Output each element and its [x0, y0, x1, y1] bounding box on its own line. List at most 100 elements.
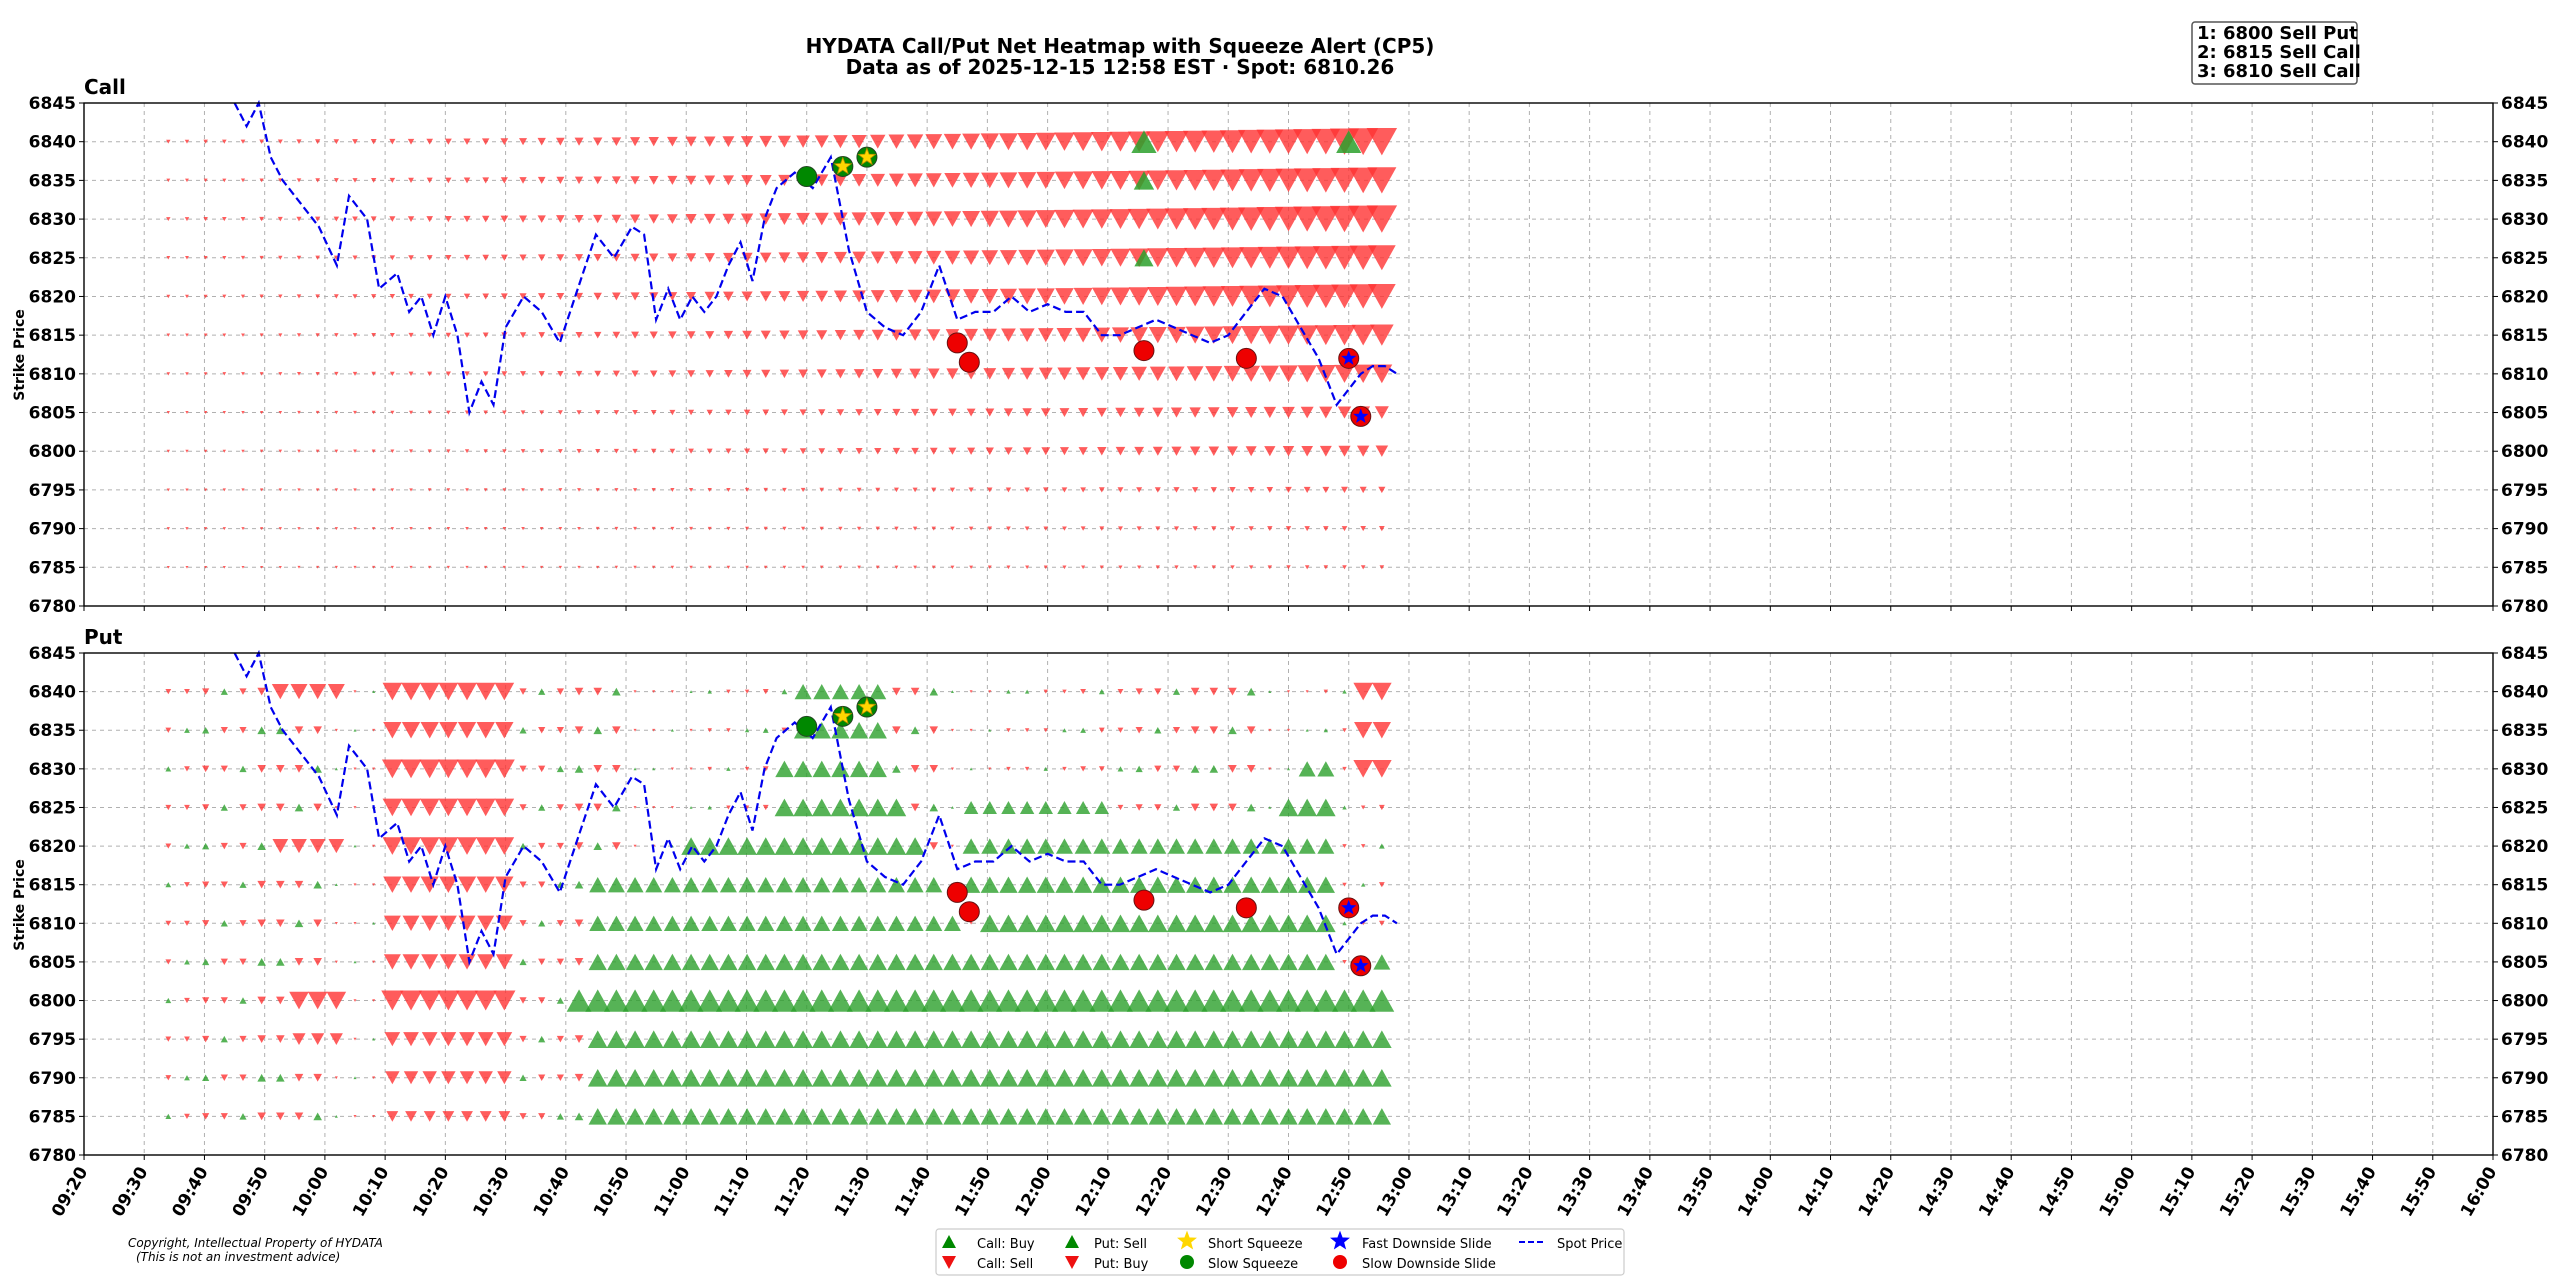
put-sell-triangle — [1019, 800, 1035, 814]
put-sell-triangle — [1055, 953, 1074, 971]
call-sell-triangle — [278, 333, 283, 337]
call-sell-triangle — [537, 215, 546, 223]
put-sell-triangle — [663, 877, 681, 893]
put-sell-triangle — [689, 690, 693, 693]
put-buy-triangle — [239, 1074, 247, 1082]
put-buy-triangle — [401, 721, 421, 739]
x-tick-label: 10:50 — [590, 1163, 634, 1220]
call-sell-triangle — [408, 371, 414, 377]
call-sell-triangle — [1134, 446, 1145, 456]
call-sell-triangle — [240, 294, 246, 299]
put-sell-triangle — [1297, 1030, 1317, 1048]
call-sell-triangle — [888, 134, 905, 149]
x-tick-label: 11:10 — [710, 1163, 754, 1220]
call-sell-triangle — [352, 139, 358, 145]
call-sell-triangle — [240, 139, 246, 144]
put-sell-triangle — [1017, 914, 1037, 933]
call-sell-triangle — [999, 210, 1018, 228]
put-sell-triangle — [942, 1030, 963, 1048]
put-sell-triangle — [313, 880, 322, 889]
y-tick-label: 6800 — [29, 442, 76, 462]
put-sell-triangle — [1167, 838, 1185, 854]
call-sell-triangle — [796, 135, 810, 148]
call-sell-triangle — [372, 565, 376, 569]
call-sell-triangle — [1020, 367, 1034, 380]
call-sell-triangle — [759, 252, 772, 263]
put-sell-triangle — [1129, 1030, 1149, 1048]
put-buy-triangle — [165, 843, 172, 849]
put-sell-triangle — [775, 915, 793, 931]
call-sell-triangle — [912, 526, 918, 531]
chart-subtitle: Data as of 2025-12-15 12:58 EST · Spot: … — [846, 55, 1395, 79]
call-sell-triangle — [614, 526, 619, 531]
put-buy-triangle — [386, 1111, 399, 1122]
put-buy-triangle — [239, 1035, 247, 1043]
call-sell-triangle — [408, 410, 414, 415]
call-sell-triangle — [833, 212, 848, 226]
call-sell-triangle — [464, 449, 470, 454]
put-buy-triangle — [313, 919, 322, 928]
put-buy-triangle — [477, 915, 495, 931]
put-buy-triangle — [372, 728, 376, 732]
put-buy-triangle — [519, 804, 527, 811]
call-sell-triangle — [911, 408, 920, 417]
put-sell-triangle — [868, 721, 887, 739]
put-sell-triangle — [849, 1030, 869, 1048]
call-sell-triangle — [890, 329, 903, 341]
x-tick-label: 16:00 — [2457, 1163, 2501, 1220]
call-sell-triangle — [613, 448, 619, 454]
call-sell-triangle — [1110, 287, 1131, 306]
call-sell-triangle — [277, 216, 283, 222]
put-sell-triangle — [1260, 1108, 1279, 1125]
put-sell-triangle — [1241, 914, 1261, 933]
call-sell-triangle — [556, 292, 565, 300]
put-buy-triangle — [382, 837, 403, 855]
put-buy-triangle — [495, 954, 513, 970]
put-sell-triangle — [811, 798, 832, 817]
call-sell-triangle — [185, 565, 189, 569]
call-sell-triangle — [465, 527, 469, 531]
put-buy-triangle — [1360, 805, 1366, 810]
put-buy-triangle — [202, 920, 210, 927]
put-sell-triangle — [737, 953, 757, 971]
call-sell-triangle — [278, 372, 283, 376]
call-sell-triangle — [704, 291, 715, 302]
put-buy-triangle — [556, 688, 564, 695]
put-sell-triangle — [1092, 1030, 1112, 1048]
put-buy-triangle — [291, 839, 307, 854]
call-sell-triangle — [649, 253, 659, 262]
call-sell-triangle — [539, 449, 545, 454]
put-sell-triangle — [1117, 766, 1124, 772]
call-sell-triangle — [819, 526, 824, 531]
call-sell-triangle — [761, 369, 771, 378]
put-sell-triangle — [884, 989, 909, 1012]
put-buy-triangle — [1228, 803, 1237, 812]
put-sell-triangle — [867, 1030, 888, 1048]
call-sell-triangle — [1040, 408, 1051, 417]
call-sell-triangle — [1312, 246, 1339, 270]
put-buy-triangle — [1246, 726, 1256, 735]
call-sell-triangle — [670, 488, 675, 492]
put-sell-triangle — [1017, 953, 1037, 971]
put-sell-triangle — [999, 1108, 1018, 1125]
call-sell-triangle — [1184, 247, 1207, 268]
put-buy-triangle — [726, 805, 731, 810]
call-sell-triangle — [838, 526, 843, 531]
put-sell-triangle — [772, 989, 797, 1012]
slow-slide-marker — [946, 881, 968, 903]
put-sell-triangle — [1073, 953, 1093, 971]
x-tick-label: 15:30 — [2276, 1163, 2320, 1220]
y-tick-label: 6830 — [29, 210, 76, 230]
call-sell-triangle — [778, 252, 791, 264]
call-sell-triangle — [669, 409, 676, 416]
put-buy-triangle — [538, 1113, 546, 1120]
put-buy-triangle — [165, 804, 172, 811]
call-sell-triangle — [203, 256, 208, 260]
call-sell-triangle — [667, 214, 678, 224]
put-buy-triangle — [1154, 765, 1162, 773]
call-sell-triangle — [925, 173, 942, 188]
put-buy-triangle — [479, 1111, 492, 1122]
call-sell-triangle — [1182, 208, 1208, 231]
call-sell-triangle — [927, 368, 940, 380]
call-sell-triangle — [907, 173, 923, 188]
